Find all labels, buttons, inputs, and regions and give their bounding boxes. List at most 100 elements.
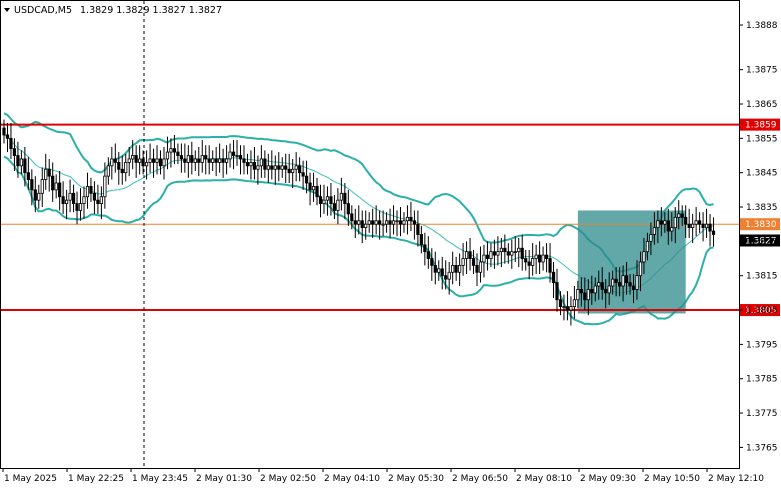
candle-body <box>151 158 156 163</box>
x-tick-label: 2 May 09:30 <box>580 474 636 484</box>
candle-body <box>131 155 135 160</box>
candle-body <box>503 247 507 253</box>
y-tick-label: 1.3865 <box>746 100 778 110</box>
candle-body <box>544 254 549 259</box>
candle-body <box>444 275 448 280</box>
candle-body <box>68 192 72 201</box>
candle-body <box>291 168 295 174</box>
candle-body <box>165 151 170 160</box>
candle-body <box>231 151 236 156</box>
candle-body <box>110 158 114 167</box>
candle-body <box>447 271 451 280</box>
candle-body <box>666 220 670 232</box>
candle-body <box>2 127 6 136</box>
candle-body <box>607 285 611 294</box>
candle-body <box>645 240 650 253</box>
candle-body <box>628 282 632 287</box>
candle-body <box>506 251 510 256</box>
candle-body <box>343 192 347 204</box>
candle-body <box>614 278 618 283</box>
candle-body <box>694 220 698 225</box>
candle-body <box>12 148 17 156</box>
candle-body <box>106 165 110 177</box>
candle-body <box>263 158 267 170</box>
candle-body <box>388 220 392 225</box>
candle-body <box>708 223 712 232</box>
candle-body <box>71 192 76 204</box>
candle-body <box>353 220 357 225</box>
level-price-tag <box>740 304 780 317</box>
candle-body <box>9 137 13 150</box>
candle-body <box>162 158 166 167</box>
candle-body <box>287 168 291 174</box>
candle-body <box>190 155 194 163</box>
x-tick-label: 2 May 04:10 <box>324 474 380 484</box>
candle-body <box>89 186 93 194</box>
y-tick-label: 1.3845 <box>746 169 778 179</box>
price-axis[interactable]: 1.3888 1.3875 1.3865 1.3855 1.3845 1.3835 1.38… <box>739 21 778 453</box>
candle-body <box>604 289 608 294</box>
candle-body <box>704 223 709 229</box>
candle-body <box>437 268 441 273</box>
candle-body <box>360 220 364 229</box>
candle-body <box>336 199 340 211</box>
candle-body <box>642 251 646 263</box>
candle-body <box>78 203 83 211</box>
candle-body <box>138 158 142 163</box>
candle-body <box>384 220 389 225</box>
candle-body <box>402 220 406 225</box>
candle-body <box>590 289 594 294</box>
candle-body <box>318 196 323 204</box>
level-price-label: 1.3830 <box>745 220 777 230</box>
y-tick-label: 1.3775 <box>746 409 778 419</box>
candle-body <box>593 285 597 294</box>
candle-body <box>471 258 476 266</box>
candle-body <box>266 165 270 170</box>
candle-body <box>405 216 410 222</box>
y-tick-label: 1.3785 <box>746 375 778 385</box>
candle-body <box>458 265 462 273</box>
candle-body <box>301 172 305 177</box>
candle-body <box>395 220 399 223</box>
candle-body <box>691 223 695 229</box>
candle-body <box>134 155 138 163</box>
candle-body <box>673 216 677 229</box>
candle-body <box>346 203 350 215</box>
candle-body <box>659 220 663 225</box>
level-price-tag <box>740 118 780 131</box>
candle-body <box>649 234 653 242</box>
candle-body <box>242 158 246 163</box>
candle-body <box>478 261 483 273</box>
candle-body <box>75 203 79 211</box>
candle-body <box>103 175 107 198</box>
candle-body <box>82 196 86 204</box>
candle-body <box>183 158 187 163</box>
candle-body <box>576 289 580 301</box>
candle-body <box>534 254 538 259</box>
time-axis[interactable]: 1 May 2025 1 May 22:25 1 May 23:45 2 May 01… <box>2 468 764 484</box>
candle-body <box>270 165 274 170</box>
candle-body <box>482 254 486 263</box>
candle-body <box>485 254 490 259</box>
candle-body <box>670 227 674 232</box>
x-tick-label: 1 May 23:45 <box>132 474 188 484</box>
candle-body <box>600 282 604 290</box>
candle-body <box>430 258 434 266</box>
candle-body <box>381 223 385 226</box>
candle-body <box>186 155 190 163</box>
triangle-down-icon[interactable] <box>4 8 10 12</box>
candle-body <box>40 179 44 194</box>
candle-body <box>572 299 577 308</box>
ohlc-label: 1.3829 1.3829 1.3827 1.3827 <box>80 5 222 16</box>
y-tick-label: 1.3815 <box>746 272 778 282</box>
candle-body <box>583 292 587 301</box>
candle-body <box>238 155 243 160</box>
y-tick-label: 1.3765 <box>746 443 778 453</box>
candle-body <box>513 251 517 254</box>
candle-body <box>197 158 201 163</box>
candle-body <box>409 216 413 222</box>
candle-body <box>586 289 590 301</box>
level-price-tag <box>740 218 780 231</box>
